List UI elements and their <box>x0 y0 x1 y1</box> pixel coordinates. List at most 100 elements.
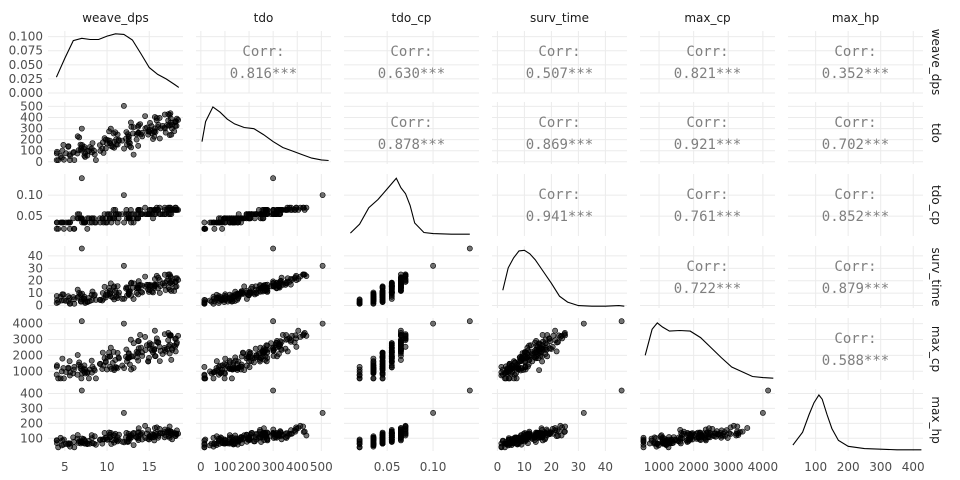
x-tick-weave_dps: 5 <box>61 460 69 474</box>
scatter-point <box>135 357 142 364</box>
scatter-point <box>640 444 647 451</box>
scatter-point <box>159 351 166 357</box>
scatter-point <box>135 206 142 213</box>
scatter-point <box>527 342 534 349</box>
scatter-point <box>121 365 127 371</box>
scatter-point <box>278 436 285 443</box>
scatter-point <box>111 296 118 303</box>
y-tick-weave_dps: 0.000 <box>9 86 43 100</box>
scatter-point <box>536 367 542 373</box>
strip-top-tdo: tdo <box>254 11 274 25</box>
scatter-point <box>130 151 137 158</box>
scatter-point <box>135 122 142 129</box>
scatter-point <box>169 346 175 353</box>
scatter-point <box>618 318 625 325</box>
scatter-point <box>356 375 363 382</box>
scatter-point <box>169 280 175 287</box>
scatter-point <box>173 275 180 281</box>
y-tick-weave_dps: 0.075 <box>9 44 43 58</box>
scatter-point <box>201 444 208 451</box>
scatter-point <box>65 219 72 226</box>
scatter-point <box>86 215 92 222</box>
scatter-point <box>78 375 85 382</box>
scatter-point <box>70 370 77 377</box>
scatter-point <box>522 431 529 438</box>
scatter-point <box>230 359 237 366</box>
scatter-point <box>60 441 67 448</box>
scatter-point <box>102 145 109 152</box>
scatter-point <box>270 318 276 325</box>
panel-weave_dps-surv_time: Corr: 0.507*** <box>492 31 627 94</box>
scatter-point <box>59 355 66 362</box>
x-tick-surv_time: 0 <box>494 460 502 474</box>
panel-max_hp-tdo_cp <box>344 387 479 451</box>
scatter-point <box>71 363 78 370</box>
scatter-point <box>270 347 277 353</box>
scatter-point <box>78 144 85 151</box>
scatter-point <box>61 436 67 443</box>
corr-value: 0.821*** <box>674 66 741 82</box>
scatter-point <box>559 424 565 431</box>
scatter-point <box>379 439 386 446</box>
scatter-point <box>54 440 60 447</box>
scatter-point <box>148 206 155 213</box>
scatter-point <box>130 219 137 226</box>
scatter-point <box>552 327 558 334</box>
scatter-point <box>60 365 67 371</box>
scatter-point <box>250 359 257 366</box>
corr-value: 0.630*** <box>378 66 445 82</box>
scatter-point <box>167 332 174 338</box>
scatter-point <box>370 375 377 382</box>
scatter-point <box>104 436 110 443</box>
scatter-point <box>76 289 83 296</box>
scatter-point <box>243 431 250 438</box>
scatter-point <box>70 434 77 441</box>
scatter-point <box>167 110 174 117</box>
scatter-point <box>507 365 514 372</box>
panel-tdo_cp-surv_time: Corr: 0.941*** <box>492 174 627 236</box>
scatter-point <box>130 211 137 217</box>
scatter-point <box>539 358 545 365</box>
y-tick-max_cp: 3000 <box>12 332 43 346</box>
scatter-point <box>270 175 276 182</box>
scatter-point <box>537 341 544 348</box>
scatter-point <box>123 135 129 142</box>
scatter-point <box>201 299 208 305</box>
y-tick-weave_dps: 0.025 <box>9 72 43 86</box>
scatter-point <box>99 349 106 356</box>
scatter-point <box>116 355 122 362</box>
scatter-point <box>142 125 149 132</box>
scatter-point <box>512 359 518 366</box>
scatter-point <box>733 430 740 437</box>
scatter-point <box>210 434 217 441</box>
scatter-point <box>71 300 78 307</box>
scatter-point <box>246 364 253 371</box>
scatter-point <box>548 346 555 352</box>
scatter-point <box>155 285 161 292</box>
scatter-point <box>201 375 208 382</box>
y-tick-max_cp: 4000 <box>12 317 43 331</box>
scatter-point <box>466 318 473 325</box>
y-tick-max_hp: 300 <box>20 401 43 415</box>
scatter-point <box>222 355 229 362</box>
scatter-point <box>270 211 277 217</box>
scatter-point <box>275 341 282 348</box>
scatter-point <box>379 359 386 366</box>
scatter-point <box>522 352 529 359</box>
scatter-point <box>142 273 148 280</box>
x-tick-tdo: 200 <box>238 460 261 474</box>
scatter-point <box>130 340 137 347</box>
scatter-point <box>81 362 88 369</box>
corr-label: Corr: <box>834 115 876 131</box>
scatter-point <box>319 320 326 327</box>
scatter-point <box>278 206 285 213</box>
corr-value: 0.878*** <box>378 137 445 153</box>
scatter-point <box>714 431 721 438</box>
scatter-point <box>253 436 260 443</box>
scatter-point <box>651 440 657 447</box>
panel-weave_dps-tdo: Corr: 0.816*** <box>196 31 331 94</box>
scatter-point <box>765 387 771 394</box>
scatter-point <box>125 290 132 297</box>
scatter-point <box>531 434 538 441</box>
scatter-point <box>112 129 119 136</box>
